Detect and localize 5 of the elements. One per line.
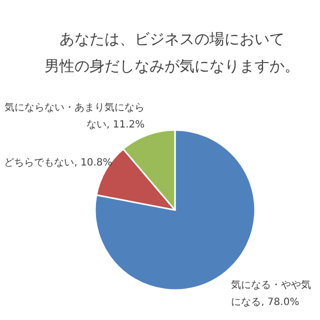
slice-label: どちらでもない, 10.8% (4, 158, 112, 169)
chart-subtitle: 男性の身だしなみが気になりますか。 (44, 57, 300, 75)
slice-label: 気になる・やや気になる, 78.0% (231, 280, 312, 308)
chart-title: あなたは、ビジネスの場において (60, 30, 284, 48)
slice-label: 気にならない・あまり気にならない, 11.2% (4, 102, 145, 130)
